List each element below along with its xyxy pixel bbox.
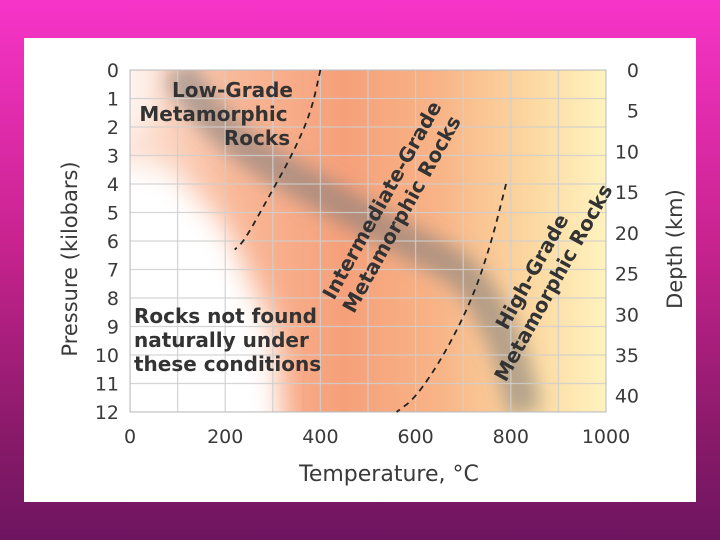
y2-tick-label: 35 — [615, 345, 639, 367]
y-tick-label: 3 — [107, 146, 119, 168]
y-tick-label: 12 — [95, 402, 119, 424]
y-tick-label: 6 — [107, 231, 119, 253]
y2-tick-label: 20 — [615, 223, 639, 245]
x-tick-label: 0 — [124, 426, 136, 448]
y2-tick-label: 30 — [615, 304, 639, 326]
x-tick-labels: 0 200 400 600 800 1000 — [124, 426, 630, 448]
y-axis-label: Pressure (kilobars) — [58, 161, 82, 356]
y-tick-label: 10 — [95, 345, 119, 367]
y2-tick-label: 15 — [615, 182, 639, 204]
boundary-low-intermediate — [234, 69, 322, 251]
y-tick-label: 0 — [107, 60, 119, 82]
y-tick-label: 9 — [107, 317, 119, 339]
y2-tick-label: 10 — [615, 141, 639, 163]
low-grade-line-2: Metamorphic — [139, 102, 287, 126]
x-axis-label: Temperature, °C — [298, 462, 479, 487]
y-tick-label: 5 — [107, 203, 119, 225]
x-tick-label: 600 — [397, 426, 433, 448]
low-grade-line-1: Low-Grade — [172, 78, 293, 102]
y2-tick-labels: 0 5 10 15 20 25 30 35 40 — [615, 60, 639, 408]
not-found-label: Rocks not found naturally under these co… — [134, 304, 324, 376]
y-tick-label: 4 — [107, 174, 119, 196]
y-tick-label: 1 — [107, 89, 119, 111]
y-tick-label: 7 — [107, 260, 119, 282]
y2-tick-label: 5 — [627, 101, 639, 123]
y2-tick-label: 0 — [627, 60, 639, 82]
boundary-intermediate-high — [396, 183, 507, 413]
y2-tick-label: 25 — [615, 264, 639, 286]
boundaries — [234, 69, 507, 413]
y2-tick-label: 40 — [615, 386, 639, 408]
x-tick-label: 1000 — [582, 426, 630, 448]
y-tick-label: 2 — [107, 117, 119, 139]
x-tick-label: 200 — [207, 426, 243, 448]
low-grade-line-3: Rocks — [224, 126, 290, 150]
not-found-line-3: these conditions — [134, 352, 321, 376]
chart-panel: 0 200 400 600 800 1000 0 1 2 3 4 5 6 7 8 9 10 11 12 0 5 10 1… — [24, 38, 696, 502]
y2-axis-label: Depth (km) — [663, 189, 687, 309]
x-tick-label: 400 — [302, 426, 338, 448]
y-tick-label: 11 — [95, 374, 119, 396]
not-found-line-2: naturally under — [134, 328, 309, 352]
y-tick-label: 8 — [107, 288, 119, 310]
plot-frame — [129, 69, 607, 413]
not-found-line-1: Rocks not found — [134, 304, 317, 328]
low-grade-label: Low-Grade Metamorphic Rocks — [139, 78, 300, 150]
cool-region-upper — [130, 70, 157, 132]
x-tick-label: 800 — [493, 426, 529, 448]
cool-region — [130, 164, 283, 412]
geothermal-band — [163, 70, 542, 412]
grid — [130, 70, 606, 412]
